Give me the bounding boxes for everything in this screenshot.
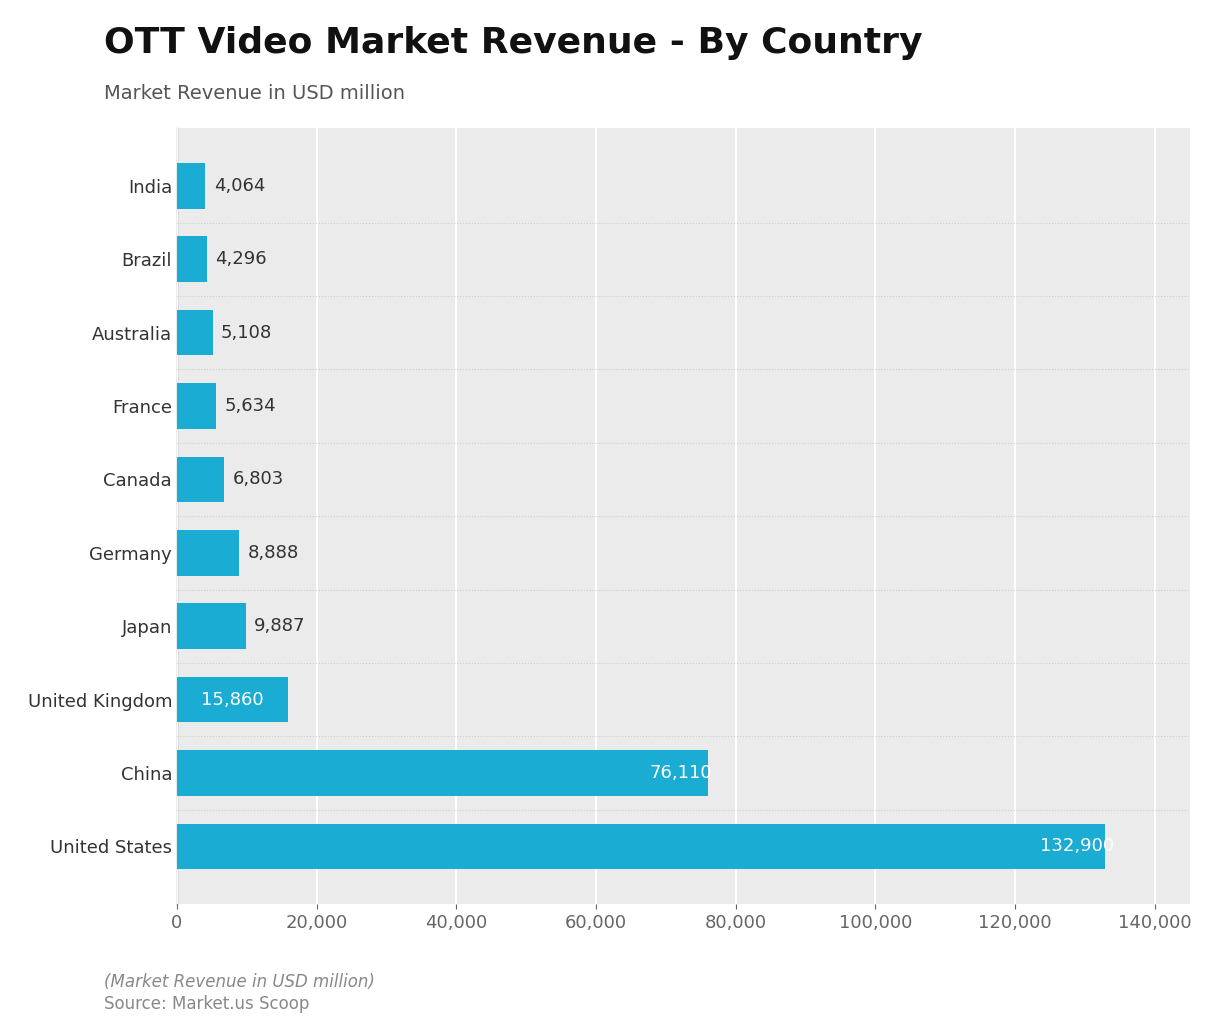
Bar xyxy=(177,824,1105,869)
Bar xyxy=(177,236,207,282)
Bar xyxy=(177,457,224,502)
Text: 76,110: 76,110 xyxy=(649,764,711,782)
Text: Market Revenue in USD million: Market Revenue in USD million xyxy=(104,84,405,103)
Bar xyxy=(177,530,239,575)
Text: 4,296: 4,296 xyxy=(215,250,267,268)
Bar xyxy=(177,603,246,649)
Text: 132,900: 132,900 xyxy=(1039,837,1114,855)
Text: 8,888: 8,888 xyxy=(248,544,299,562)
Text: 4,064: 4,064 xyxy=(214,177,265,195)
Text: Source: Market.us Scoop: Source: Market.us Scoop xyxy=(104,995,309,1014)
Text: 9,887: 9,887 xyxy=(254,617,306,636)
Text: 6,803: 6,803 xyxy=(233,470,284,489)
Text: 15,860: 15,860 xyxy=(201,691,264,708)
Bar xyxy=(177,677,288,723)
Text: OTT Video Market Revenue - By Country: OTT Video Market Revenue - By Country xyxy=(104,26,922,59)
Text: (Market Revenue in USD million): (Market Revenue in USD million) xyxy=(104,973,375,991)
Text: 5,108: 5,108 xyxy=(221,324,272,341)
Bar xyxy=(177,750,709,796)
Bar xyxy=(177,383,216,429)
Bar xyxy=(177,164,205,208)
Text: 5,634: 5,634 xyxy=(224,397,276,415)
Bar xyxy=(177,310,212,356)
